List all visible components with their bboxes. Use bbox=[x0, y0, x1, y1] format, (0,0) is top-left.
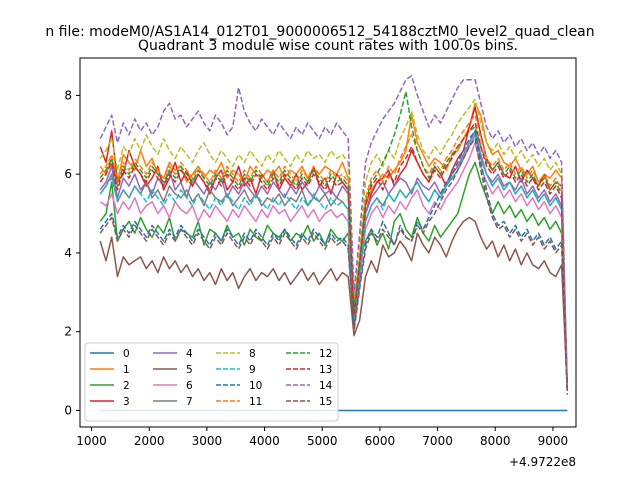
series-line-15 bbox=[99, 137, 569, 395]
x-tick-label: 6000 bbox=[365, 434, 396, 448]
y-tick-label: 0 bbox=[64, 403, 72, 417]
legend-label-7: 7 bbox=[186, 396, 193, 408]
series-line-8 bbox=[99, 98, 569, 387]
y-tick-label: 8 bbox=[64, 88, 72, 102]
x-tick-label: 7000 bbox=[422, 434, 453, 448]
x-tick-label: 9000 bbox=[538, 434, 569, 448]
legend-label-15: 15 bbox=[319, 396, 332, 408]
legend-label-3: 3 bbox=[123, 396, 130, 408]
y-tick-label: 4 bbox=[64, 246, 72, 260]
legend-label-14: 14 bbox=[319, 380, 333, 392]
y-axis: 0 2 4 6 8 bbox=[64, 88, 80, 417]
y-tick-label: 2 bbox=[64, 325, 72, 339]
legend-label-0: 0 bbox=[123, 348, 130, 360]
legend-label-5: 5 bbox=[186, 364, 193, 376]
legend-label-8: 8 bbox=[249, 348, 256, 360]
series-line-11 bbox=[99, 114, 569, 391]
series-line-14 bbox=[99, 74, 569, 387]
figure-suptitle: n file: modeM0/AS1A14_012T01_9000006512_… bbox=[45, 24, 594, 40]
series-layer bbox=[99, 74, 569, 412]
legend-label-4: 4 bbox=[186, 348, 193, 360]
y-tick-label: 6 bbox=[64, 167, 72, 181]
series-line-13 bbox=[99, 122, 569, 391]
x-tick-label: 5000 bbox=[307, 434, 338, 448]
x-tick-label: 8000 bbox=[480, 434, 511, 448]
legend-frame bbox=[84, 342, 339, 422]
chart-title: Quadrant 3 module wise count rates with … bbox=[138, 38, 518, 54]
legend-label-9: 9 bbox=[249, 364, 256, 376]
legend-label-12: 12 bbox=[319, 348, 332, 360]
legend-label-1: 1 bbox=[123, 364, 130, 376]
series-line-12 bbox=[99, 90, 569, 391]
legend-label-11: 11 bbox=[249, 396, 262, 408]
x-tick-label: 4000 bbox=[249, 434, 280, 448]
series-line-5 bbox=[99, 216, 569, 391]
series-line-10 bbox=[99, 130, 569, 391]
legend-label-13: 13 bbox=[319, 364, 332, 376]
x-tick-label: 1000 bbox=[76, 434, 107, 448]
plot-frame bbox=[79, 57, 577, 428]
legend-label-2: 2 bbox=[123, 380, 130, 392]
series-line-4 bbox=[99, 130, 569, 391]
series-line-6 bbox=[99, 141, 569, 391]
series-line-9 bbox=[99, 134, 569, 391]
x-axis: 1000 2000 3000 4000 5000 6000 7000 8000 9000 bbox=[76, 427, 568, 448]
legend-label-10: 10 bbox=[249, 380, 262, 392]
x-tick-label: 3000 bbox=[192, 434, 223, 448]
x-tick-label: 2000 bbox=[134, 434, 165, 448]
legend-label-6: 6 bbox=[186, 380, 193, 392]
x-offset-label: +4.9722e8 bbox=[509, 455, 576, 469]
